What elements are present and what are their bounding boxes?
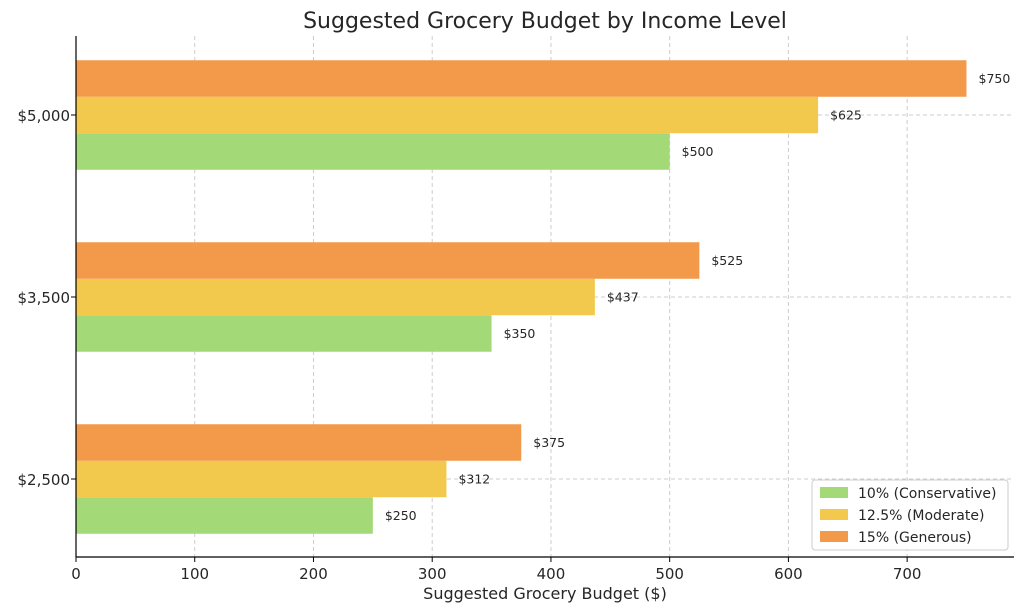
x-axis-label: Suggested Grocery Budget ($) [423, 584, 667, 603]
bar-value-label: $500 [682, 144, 714, 159]
x-tick-label: 600 [774, 565, 803, 583]
x-tick-label: 300 [418, 565, 447, 583]
chart-title: Suggested Grocery Budget by Income Level [303, 9, 787, 34]
legend: 10% (Conservative) 12.5% (Moderate) 15% (G… [811, 479, 1009, 551]
bar-value-label: $525 [711, 253, 743, 268]
legend-swatch [820, 509, 848, 520]
bar-value-label: $350 [504, 326, 536, 341]
bar-value-label: $625 [830, 108, 862, 123]
bar-value-label: $437 [607, 290, 639, 305]
bar-value-label: $250 [385, 508, 417, 523]
x-tick-label: 500 [655, 565, 684, 583]
y-tick-label: $3,500 [18, 289, 71, 307]
bar-value-label: $375 [533, 435, 565, 450]
bar [76, 460, 447, 498]
bar [76, 497, 373, 534]
x-tick-label: 0 [71, 565, 81, 583]
x-tick-label: 100 [180, 565, 209, 583]
bar [76, 96, 819, 134]
axes: 0 100 200 300 400 500 600 700 $2,500 $3,500 $5,000 [18, 36, 1014, 583]
legend-entry: 10% (Conservative) [858, 486, 997, 502]
x-tick-label: 700 [893, 565, 922, 583]
bar-value-label: $750 [979, 71, 1011, 86]
bar-value-label: $312 [458, 472, 490, 487]
y-tick-label: $5,000 [18, 107, 71, 125]
x-tick-label: 400 [537, 565, 566, 583]
bar [76, 315, 492, 352]
bars [76, 60, 967, 534]
bar [76, 242, 700, 279]
bar [76, 60, 967, 97]
legend-swatch [820, 487, 848, 498]
y-tick-label: $2,500 [18, 471, 71, 489]
bar [76, 133, 670, 170]
bar [76, 424, 522, 461]
legend-entry: 15% (Generous) [858, 530, 972, 546]
x-tick-label: 200 [299, 565, 328, 583]
data-labels: $250 $350 $500 $312 $437 $625 $375 $525 $750 [385, 71, 1011, 523]
legend-swatch [820, 531, 848, 542]
legend-entry: 12.5% (Moderate) [858, 508, 984, 524]
legend-box [811, 479, 1009, 551]
bar [76, 278, 595, 316]
